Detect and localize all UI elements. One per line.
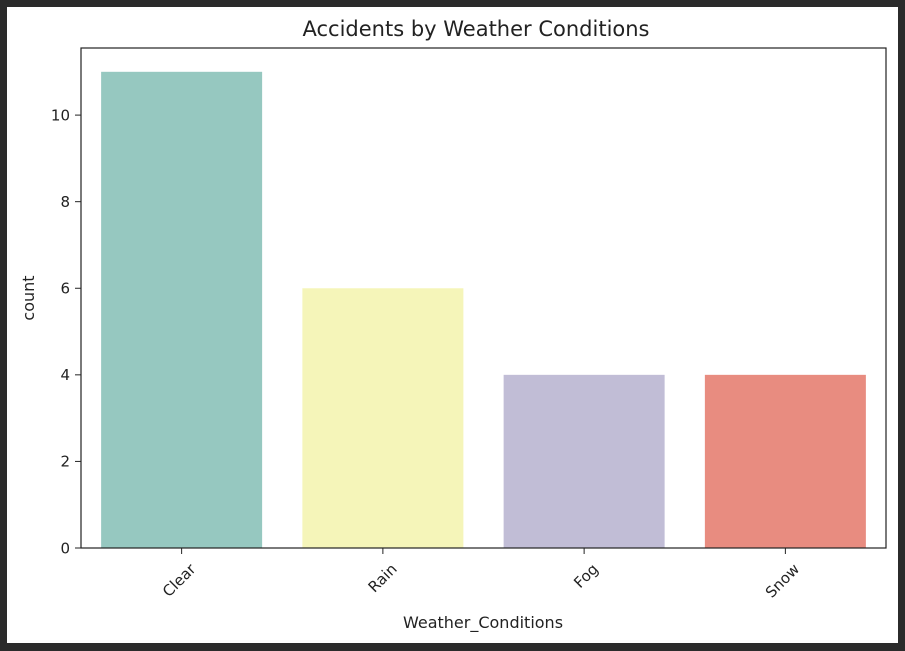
y-tick-label: 8 bbox=[60, 193, 70, 211]
bar-fog bbox=[503, 374, 665, 548]
chart-title: Accidents by Weather Conditions bbox=[302, 17, 649, 41]
x-axis-label: Weather_Conditions bbox=[403, 613, 563, 633]
figure-frame: Accidents by Weather Conditions 0 2 4 6 8 10 … bbox=[7, 7, 898, 643]
y-tick-label: 4 bbox=[60, 366, 70, 384]
bar-snow bbox=[704, 374, 866, 548]
y-tick-label: 2 bbox=[60, 453, 70, 471]
y-tick-label: 0 bbox=[60, 539, 70, 557]
x-tick-label: Rain bbox=[365, 560, 401, 596]
bar-clear bbox=[101, 71, 263, 549]
x-axis-ticks: Clear Rain Fog Snow bbox=[159, 548, 803, 601]
plot-area-border bbox=[80, 47, 887, 549]
x-tick-label: Fog bbox=[570, 560, 602, 592]
bar-rain bbox=[302, 288, 464, 548]
y-tick-label: 10 bbox=[51, 106, 70, 124]
chart: Accidents by Weather Conditions 0246810 … bbox=[19, 17, 887, 633]
y-axis-label: count bbox=[19, 275, 38, 320]
bars-group bbox=[101, 71, 866, 549]
x-tick-label: Snow bbox=[762, 560, 803, 601]
x-tick-label: Clear bbox=[159, 559, 200, 600]
y-tick-label: 6 bbox=[60, 280, 70, 298]
y-axis-ticks: 0 2 4 6 8 10 bbox=[51, 106, 81, 557]
